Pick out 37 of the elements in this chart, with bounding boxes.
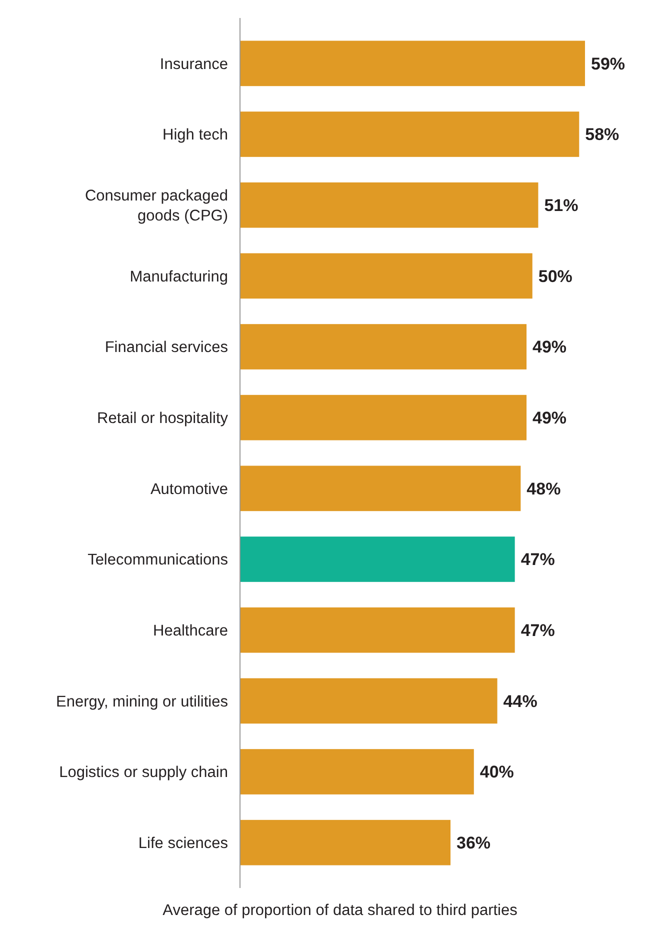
data-label: 58% [585,125,620,144]
bar [240,749,474,794]
data-label: 47% [520,550,555,570]
y-tick-label: Telecommunications [88,552,228,569]
y-tick-label: Logistics or supply chain [59,764,228,782]
bar [240,678,498,724]
bar [240,40,585,86]
y-tick-label: Financial services [104,339,228,356]
y-tick-label: Energy, mining or utilities [56,693,228,710]
data-label: 59% [591,54,626,74]
bar [240,253,532,299]
data-label: 50% [538,266,572,286]
y-tick-label: Manufacturing [130,268,228,286]
data-label: 51% [544,196,578,216]
bar [240,820,451,866]
bar [240,536,515,582]
y-tick-label: Healthcare [153,622,228,640]
bar [240,112,580,157]
bar [240,466,521,512]
y-tick-label: Retail or hospitality [97,410,228,428]
data-label: 47% [520,621,555,640]
bar [240,324,527,370]
bar [240,394,527,440]
data-label: 36% [456,834,491,853]
y-tick-label: Insurance [160,56,228,73]
data-label: 49% [532,408,567,428]
y-tick-label: Automotive [150,480,228,498]
data-label: 40% [480,762,514,782]
y-tick-label: Consumer packaged goods (CPG) [84,188,228,225]
bar [240,182,538,228]
data-label: 48% [526,479,561,498]
y-tick-label: Life sciences [138,835,228,852]
bar [240,607,515,653]
data-label: 49% [532,338,567,357]
x-axis-title: Average of proportion of data shared to third parties [162,902,518,919]
y-tick-label: High tech [162,126,228,144]
data-label: 44% [503,692,538,711]
